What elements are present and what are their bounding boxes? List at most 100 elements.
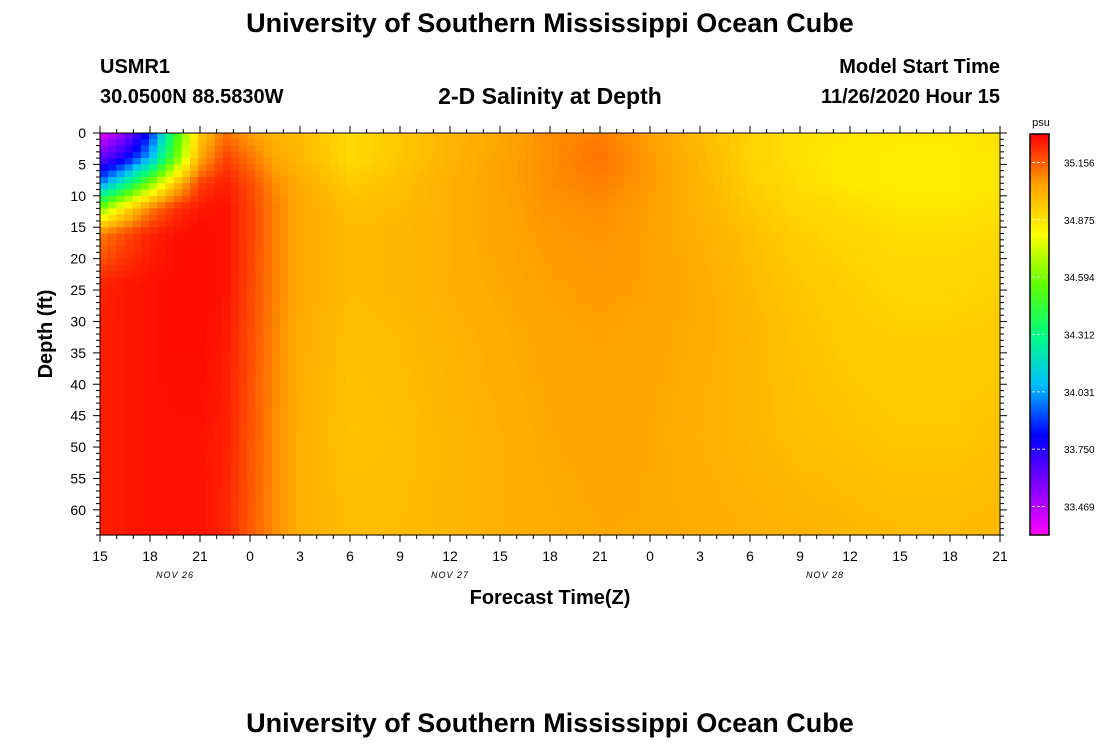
heatmap-cell bbox=[173, 139, 183, 147]
heatmap-cell bbox=[795, 176, 805, 184]
heatmap-cell bbox=[312, 315, 322, 323]
heatmap-cell bbox=[222, 377, 232, 385]
heatmap-cell bbox=[427, 315, 437, 323]
heatmap-cell bbox=[599, 290, 608, 297]
heatmap-cell bbox=[656, 151, 666, 159]
heatmap-cell bbox=[132, 403, 142, 410]
heatmap-cell bbox=[738, 340, 747, 348]
heatmap-cell bbox=[795, 384, 805, 392]
heatmap-cell bbox=[525, 396, 535, 404]
heatmap-cell bbox=[370, 346, 379, 354]
heatmap-cell bbox=[116, 384, 126, 392]
heatmap-cell bbox=[214, 151, 224, 159]
heatmap-cell bbox=[795, 208, 805, 216]
heatmap-cell bbox=[574, 308, 584, 316]
heatmap-cell bbox=[885, 321, 895, 329]
heatmap-cell bbox=[255, 258, 265, 266]
heatmap-cell bbox=[983, 371, 993, 379]
heatmap-cell bbox=[149, 164, 158, 172]
heatmap-cell bbox=[787, 327, 797, 335]
heatmap-cell bbox=[869, 170, 878, 178]
heatmap-cell bbox=[942, 290, 952, 297]
heatmap-cell bbox=[124, 327, 134, 335]
heatmap-cell bbox=[599, 208, 608, 216]
heatmap-cell bbox=[550, 308, 559, 316]
heatmap-cell bbox=[190, 277, 199, 285]
heatmap-cell bbox=[484, 139, 494, 147]
heatmap-cell bbox=[713, 220, 723, 228]
heatmap-cell bbox=[934, 139, 944, 147]
heatmap-cell bbox=[263, 359, 273, 367]
heatmap-cell bbox=[844, 371, 854, 379]
heatmap-cell bbox=[124, 283, 134, 291]
heatmap-cell bbox=[901, 334, 911, 341]
heatmap-cell bbox=[140, 390, 150, 398]
heatmap-cell bbox=[394, 334, 404, 341]
heatmap-cell bbox=[410, 277, 420, 285]
heatmap-cell bbox=[730, 327, 739, 335]
heatmap-cell bbox=[173, 365, 183, 373]
heatmap-cell bbox=[664, 233, 674, 241]
heatmap-cell bbox=[721, 371, 731, 379]
heatmap-cell bbox=[640, 170, 649, 178]
heatmap-cell bbox=[844, 327, 854, 335]
heatmap-cell bbox=[296, 371, 306, 379]
heatmap-cell bbox=[370, 208, 379, 216]
heatmap-cell bbox=[762, 302, 772, 310]
heatmap-cell bbox=[885, 384, 895, 392]
heatmap-cell bbox=[329, 214, 338, 222]
heatmap-cell bbox=[811, 352, 821, 360]
heatmap-cell bbox=[697, 315, 707, 323]
heatmap-cell bbox=[255, 145, 265, 153]
heatmap-cell bbox=[869, 359, 878, 367]
heatmap-cell bbox=[214, 258, 224, 266]
heatmap-cell bbox=[386, 233, 396, 241]
heatmap-cell bbox=[631, 189, 641, 197]
heatmap-cell bbox=[697, 164, 707, 172]
heatmap-cell bbox=[386, 321, 396, 329]
heatmap-cell bbox=[721, 290, 731, 297]
heatmap-cell bbox=[558, 139, 567, 147]
heatmap-cell bbox=[631, 195, 641, 203]
heatmap-cell bbox=[664, 340, 674, 348]
heatmap-cell bbox=[590, 239, 600, 247]
heatmap-cell bbox=[942, 390, 952, 398]
heatmap-cell bbox=[140, 290, 150, 297]
heatmap-cell bbox=[214, 390, 224, 398]
heatmap-cell bbox=[787, 321, 797, 329]
heatmap-cell bbox=[280, 227, 289, 235]
heatmap-cell bbox=[239, 233, 248, 241]
heatmap-cell bbox=[934, 164, 944, 172]
heatmap-cell bbox=[280, 151, 289, 159]
heatmap-cell bbox=[541, 384, 551, 392]
heatmap-cell bbox=[190, 359, 199, 367]
heatmap-cell bbox=[435, 390, 445, 398]
heatmap-cell bbox=[648, 377, 657, 385]
heatmap-cell bbox=[247, 158, 257, 166]
heatmap-cell bbox=[288, 377, 297, 385]
heatmap-cell bbox=[582, 151, 592, 159]
heatmap-cell bbox=[558, 258, 567, 266]
heatmap-cell bbox=[190, 189, 199, 197]
heatmap-cell bbox=[664, 158, 674, 166]
heatmap-cell bbox=[738, 170, 747, 178]
heatmap-cell bbox=[157, 340, 167, 348]
heatmap-cell bbox=[402, 214, 412, 222]
heatmap-cell bbox=[820, 195, 829, 203]
heatmap-cell bbox=[852, 164, 862, 172]
heatmap-cell bbox=[165, 415, 175, 423]
heatmap-cell bbox=[975, 340, 985, 348]
heatmap-cell bbox=[762, 133, 772, 140]
heatmap-cell bbox=[394, 145, 404, 153]
heatmap-cell bbox=[500, 371, 510, 379]
heatmap-cell bbox=[754, 321, 764, 329]
heatmap-cell bbox=[705, 170, 715, 178]
heatmap-cell bbox=[738, 321, 747, 329]
heatmap-cell bbox=[337, 296, 347, 304]
heatmap-cell bbox=[918, 246, 927, 253]
heatmap-cell bbox=[132, 365, 142, 373]
heatmap-cell bbox=[320, 396, 330, 404]
heatmap-cell bbox=[214, 327, 224, 335]
heatmap-cell bbox=[967, 189, 977, 197]
heatmap-cell bbox=[844, 384, 854, 392]
